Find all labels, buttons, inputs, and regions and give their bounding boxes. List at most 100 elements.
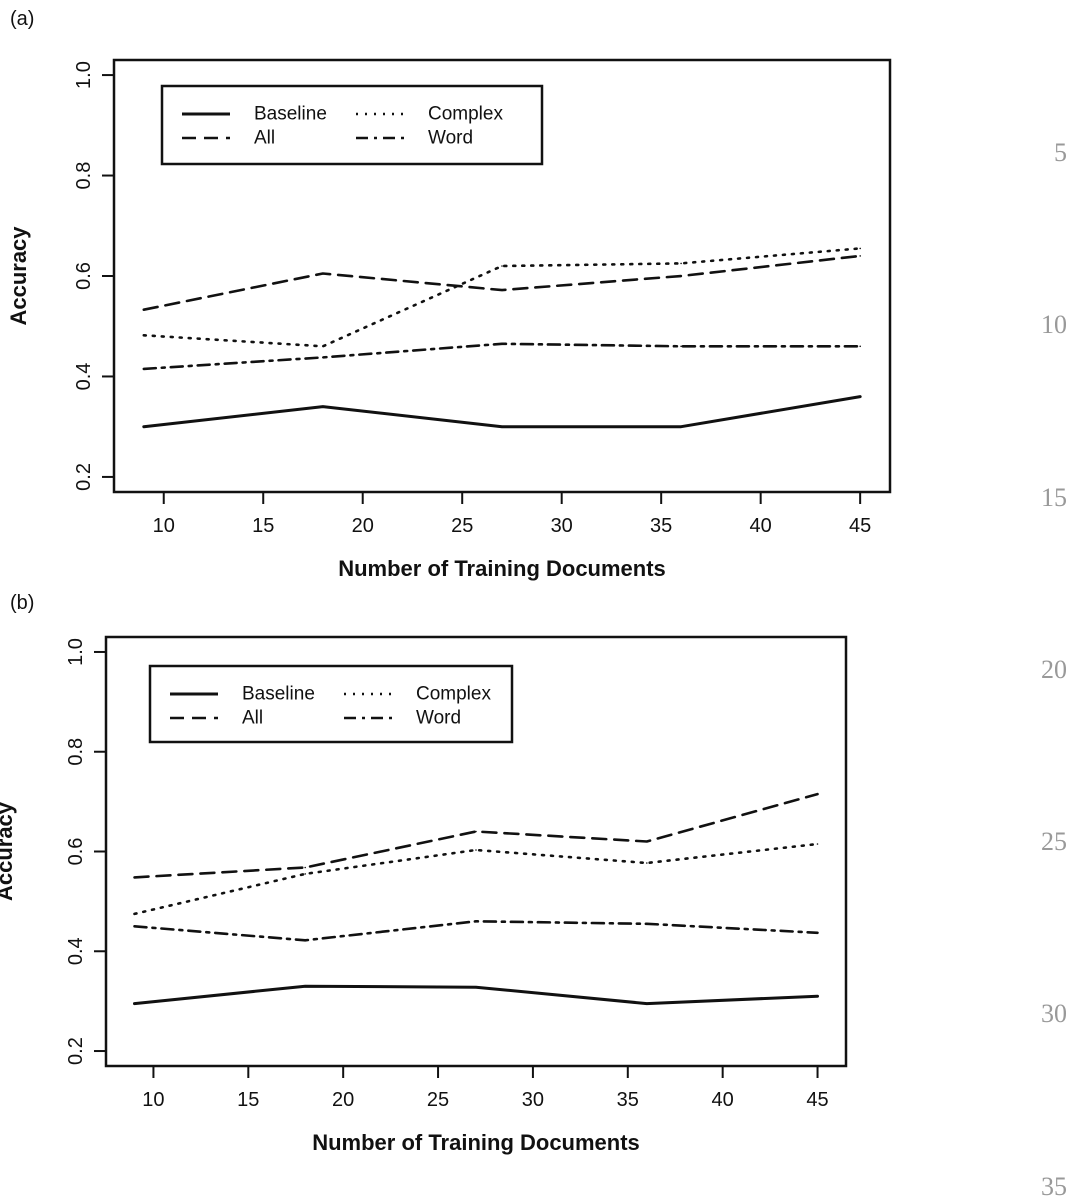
data-point-baseline <box>475 986 477 988</box>
data-point-complex <box>816 843 819 845</box>
y-tick-label: 0.6 <box>73 262 95 290</box>
x-axis-label: Number of Training Documents <box>338 556 666 581</box>
data-point-all <box>133 876 136 879</box>
line-number: 30 <box>1041 999 1067 1028</box>
y-tick-label: 0.6 <box>65 838 87 866</box>
data-point-complex <box>646 862 648 864</box>
series-line-word <box>142 342 862 371</box>
legend-label-complex: Complex <box>416 684 491 705</box>
data-point-baseline <box>646 1002 648 1005</box>
data-point-complex <box>304 873 307 875</box>
data-point-all <box>646 840 648 843</box>
data-point-complex <box>322 345 324 348</box>
x-tick-label: 10 <box>153 515 175 537</box>
data-point-complex <box>680 262 682 265</box>
x-tick-label: 20 <box>332 1089 354 1111</box>
y-tick-label: 1.0 <box>65 638 87 666</box>
data-point-word <box>680 345 682 348</box>
x-tick-label: 25 <box>427 1089 449 1111</box>
data-point-all <box>680 275 682 277</box>
x-tick-label: 35 <box>617 1089 639 1111</box>
data-point-baseline <box>143 425 145 428</box>
x-tick-label: 15 <box>237 1089 259 1111</box>
legend-label-all: All <box>242 708 263 729</box>
legend-label-word: Word <box>428 128 473 149</box>
legend-label-word: Word <box>416 708 461 729</box>
series-line-baseline <box>133 984 819 1006</box>
data-point-word <box>501 343 503 345</box>
data-point-word <box>322 356 324 359</box>
data-point-complex <box>475 849 477 851</box>
x-tick-label: 45 <box>849 515 871 537</box>
chart-b: 0.2 0.4 0.6 0.8 1.0 10 15 20 25 30 35 40 45 Number of… <box>0 635 848 1155</box>
line-number: 5 <box>1054 138 1067 167</box>
data-point-word <box>143 368 145 370</box>
y-axis-label: Accuracy <box>0 801 17 901</box>
chart-a: 0.2 0.4 0.6 0.8 1.0 10 15 20 25 30 35 40 45 Number of… <box>6 58 892 581</box>
y-tick-label: 0.4 <box>65 937 87 965</box>
y-tick-label: 0.2 <box>73 463 95 491</box>
panel-label-a: (a) <box>10 8 35 30</box>
x-tick-label: 25 <box>451 515 473 537</box>
data-point-all <box>475 830 477 833</box>
data-point-baseline <box>680 425 682 428</box>
line-number: 35 <box>1041 1172 1067 1201</box>
x-tick-label: 45 <box>806 1089 828 1111</box>
data-point-all <box>859 255 861 257</box>
x-tick-label: 15 <box>252 515 274 537</box>
series-line-complex <box>133 842 819 916</box>
y-axis-label: Accuracy <box>6 226 31 326</box>
y-tick-label: 0.8 <box>65 738 87 766</box>
data-point-all <box>816 793 819 795</box>
data-point-word <box>859 345 861 348</box>
data-point-all <box>143 308 145 311</box>
panel-label-b: (b) <box>10 592 35 614</box>
data-point-all <box>322 272 324 275</box>
data-point-all <box>304 866 307 869</box>
x-tick-label: 30 <box>522 1089 544 1111</box>
line-number: 25 <box>1041 827 1067 856</box>
line-number: 20 <box>1041 655 1067 684</box>
series-line-complex <box>142 247 862 348</box>
data-point-word <box>133 925 136 928</box>
data-point-complex <box>501 265 503 267</box>
legend-label-complex: Complex <box>428 104 503 125</box>
data-point-word <box>816 932 819 934</box>
x-tick-label: 40 <box>750 515 772 537</box>
data-point-word <box>304 939 307 942</box>
data-point-word <box>475 920 477 923</box>
data-point-baseline <box>304 985 307 987</box>
data-point-baseline <box>133 1002 136 1005</box>
y-tick-label: 1.0 <box>73 61 95 89</box>
data-point-complex <box>143 334 145 337</box>
data-point-baseline <box>501 425 503 428</box>
series-line-all <box>142 254 862 312</box>
y-tick-label: 0.8 <box>73 162 95 190</box>
data-point-baseline <box>816 995 819 997</box>
legend-label-baseline: Baseline <box>242 684 315 705</box>
x-tick-label: 30 <box>551 515 573 537</box>
x-axis-label: Number of Training Documents <box>312 1130 640 1155</box>
series-line-all <box>133 792 819 879</box>
data-point-baseline <box>322 405 324 408</box>
data-point-baseline <box>859 395 861 398</box>
series-line-baseline <box>142 395 862 429</box>
legend <box>160 84 544 166</box>
line-numbers: 5 10 15 20 25 30 35 <box>1000 0 1079 1201</box>
y-tick-label: 0.2 <box>65 1037 87 1065</box>
data-point-complex <box>859 247 861 250</box>
data-point-all <box>501 289 503 291</box>
legend <box>148 664 514 744</box>
data-point-word <box>646 923 648 925</box>
series-line-word <box>133 919 819 942</box>
legend-label-baseline: Baseline <box>254 104 327 125</box>
y-tick-label: 0.4 <box>73 363 95 391</box>
line-number: 10 <box>1041 310 1067 339</box>
legend-label-all: All <box>254 128 275 149</box>
data-point-complex <box>133 913 136 915</box>
x-tick-label: 10 <box>142 1089 164 1111</box>
x-tick-label: 20 <box>352 515 374 537</box>
x-tick-label: 40 <box>712 1089 734 1111</box>
line-number: 15 <box>1041 483 1067 512</box>
x-tick-label: 35 <box>650 515 672 537</box>
